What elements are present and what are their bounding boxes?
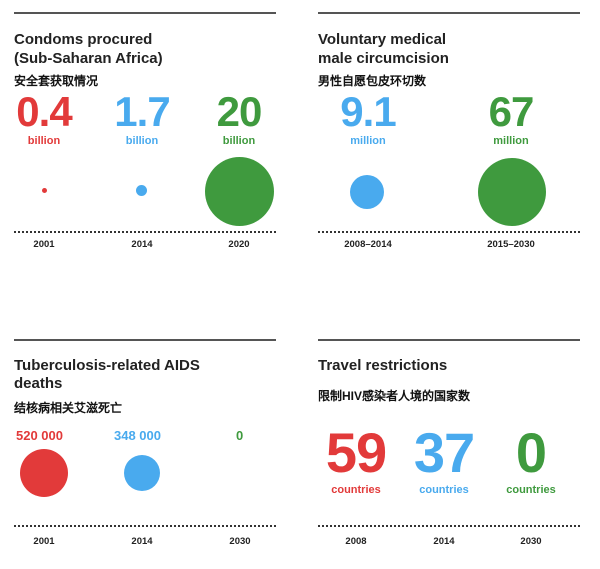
panel-title-line1: Tuberculosis-related AIDS [14,357,200,374]
panel-title-line1: Voluntary medical [318,31,447,48]
value-column: 67 million [461,90,561,148]
panel-subtitle: 限制HIV感染者人境的国家数 [318,389,471,403]
unit-label: million [350,135,386,147]
bubble-2001 [20,449,68,497]
value-column: 0 countries [481,425,581,497]
bubble-2020 [205,157,274,226]
unit-label: million [493,135,529,147]
value-column: 9.1 million [318,90,418,148]
baseline [14,525,276,527]
value-column: 0.4 billion [0,90,94,148]
unit-label: billion [27,135,61,147]
unit-label: billion [222,135,256,147]
baseline [14,231,276,233]
panel-subtitle: 男性自愿包皮环切数 [318,74,427,88]
value-column: 1.7 billion [92,90,192,148]
unit-label: countries [419,484,469,496]
tick-label: 2030 [229,536,251,547]
bubble-2014 [124,455,160,491]
panel-rule [318,12,580,14]
bubble-2008-2014 [350,175,384,209]
value-label: 1.7 [114,88,170,135]
unit-label: countries [506,484,556,496]
panel-subtitle: 结核病相关艾滋死亡 [14,401,123,415]
panel-travel-restrictions: Travel restrictions 限制HIV感染者人境的国家数 59 co… [318,339,580,559]
value-label: 520 000 [16,428,63,443]
value-label: 59 [325,421,387,484]
panel-title: Travel restrictions [318,357,448,374]
value-label: 0 [515,421,547,484]
panel-tb-deaths: Tuberculosis-related AIDS deaths 结核病相关艾滋… [14,339,276,559]
tick-label: 2001 [33,536,55,547]
tick-label: 2008–2014 [344,239,392,250]
unit-label: countries [331,484,381,496]
bubble-2001 [42,188,47,193]
tick-label: 2030 [520,536,542,547]
value-label: 0.4 [16,88,72,135]
value-label: 348 000 [114,428,161,443]
value-label: 67 [488,88,535,135]
panel-condoms: Condoms procured (Sub-Saharan Africa) 安全… [14,12,276,252]
tick-label: 2014 [131,239,153,250]
value-column: 20 billion [189,90,289,148]
value-label: 20 [216,88,263,135]
panel-title-line1: Condoms procured [14,31,153,48]
panel-rule [14,12,276,14]
panel-circumcision: Voluntary medical male circumcision 男性自愿… [318,12,580,252]
bubble-2014 [136,185,147,196]
value-column: 37 countries [394,425,494,497]
tick-label: 2020 [228,239,250,250]
baseline [318,525,580,527]
tick-label: 2014 [433,536,455,547]
panel-title-line2: male circumcision [318,50,449,67]
unit-label: billion [125,135,159,147]
tick-label: 2001 [33,239,55,250]
panel-title-line2: deaths [14,375,63,392]
tick-label: 2015–2030 [487,239,535,250]
panel-title-line2: (Sub-Saharan Africa) [14,50,163,67]
bubble-2015-2030 [478,158,546,226]
tick-label: 2008 [345,536,367,547]
value-label: 9.1 [340,88,396,135]
value-column: 59 countries [306,425,406,497]
value-label: 37 [413,421,475,484]
panel-subtitle: 安全套获取情况 [14,74,99,88]
tick-label: 2014 [131,536,153,547]
panel-rule [14,339,276,341]
value-label: 0 [236,428,244,443]
panel-rule [318,339,580,341]
baseline [318,231,580,233]
